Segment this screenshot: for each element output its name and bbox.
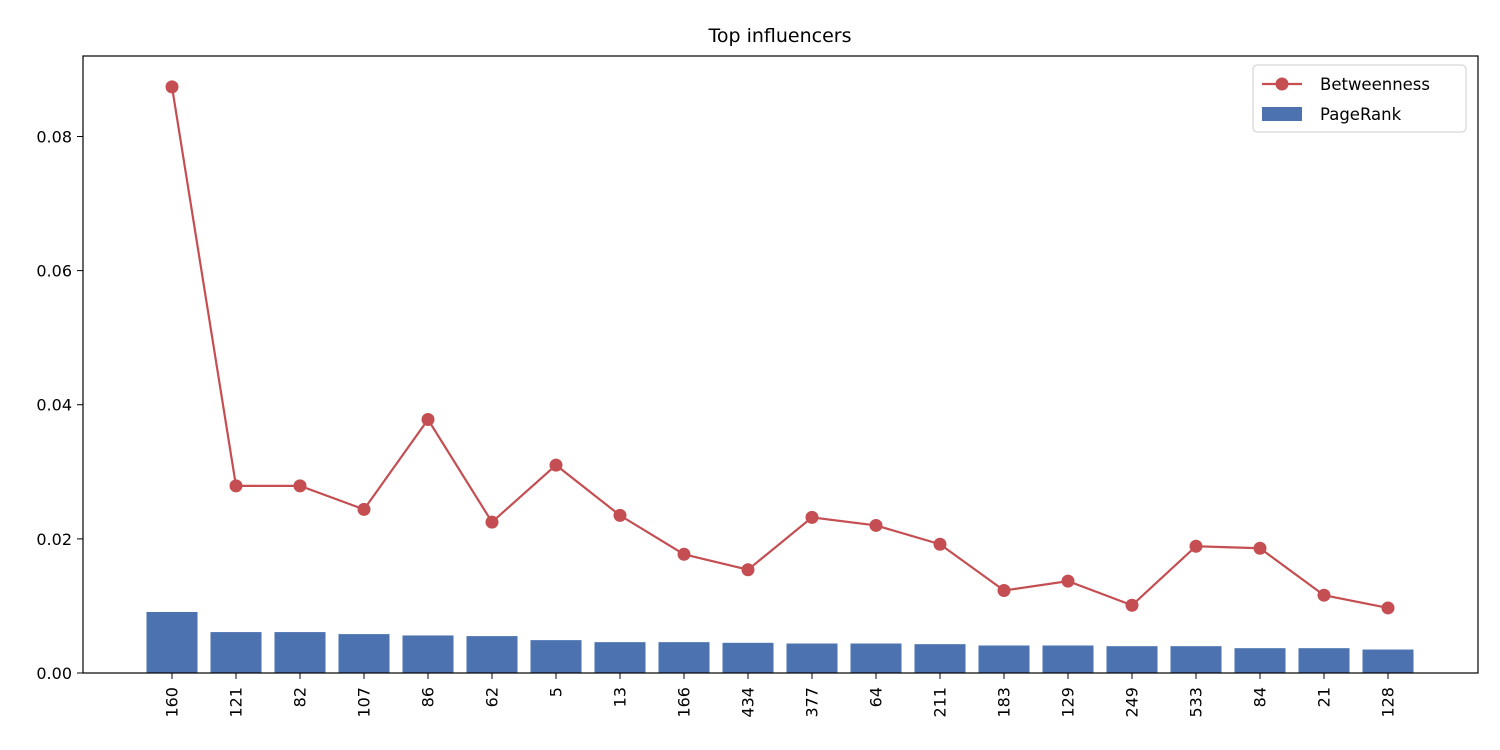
y-tick-label: 0.04: [36, 396, 72, 415]
pagerank-bar-533: [1170, 646, 1222, 673]
x-tick-label: 129: [1059, 687, 1078, 718]
y-tick-label: 0.06: [36, 262, 72, 281]
pagerank-bar-64: [850, 643, 902, 673]
pagerank-bar-377: [786, 643, 838, 673]
legend-bar-swatch: [1262, 107, 1302, 121]
betweenness-point-82: [293, 479, 307, 493]
y-axis: 0.00 0.02 0.04 0.06 0.08: [36, 127, 83, 683]
betweenness-point-21: [1317, 588, 1331, 602]
pagerank-bar-82: [274, 632, 326, 673]
pagerank-bar-183: [978, 645, 1030, 673]
betweenness-point-211: [933, 537, 947, 551]
x-tick-label: 84: [1251, 687, 1270, 707]
pagerank-bars: [146, 611, 1414, 673]
x-tick-label: 183: [995, 687, 1014, 718]
betweenness-point-160: [165, 80, 179, 94]
betweenness-point-86: [421, 412, 435, 426]
x-tick-label: 82: [291, 687, 310, 707]
x-tick-label: 21: [1315, 687, 1334, 707]
pagerank-bar-107: [338, 634, 390, 673]
legend-label-pagerank: PageRank: [1320, 105, 1402, 124]
x-tick-label: 211: [931, 687, 950, 718]
x-tick-label: 533: [1187, 687, 1206, 718]
y-tick-label: 0.08: [36, 127, 72, 146]
x-tick-label: 86: [419, 687, 438, 707]
y-tick-label: 0.00: [36, 664, 72, 683]
betweenness-point-5: [549, 458, 563, 472]
betweenness-point-64: [869, 518, 883, 532]
y-tick-label: 0.02: [36, 530, 72, 549]
betweenness-point-62: [485, 515, 499, 529]
x-tick-label: 121: [227, 687, 246, 718]
betweenness-point-121: [229, 479, 243, 493]
x-tick-label: 160: [163, 687, 182, 718]
x-tick-label: 377: [803, 687, 822, 718]
x-tick-label: 62: [483, 687, 502, 707]
betweenness-point-128: [1381, 601, 1395, 615]
legend: Betweenness PageRank: [1252, 64, 1467, 133]
x-tick-label: 13: [611, 687, 630, 707]
pagerank-bar-129: [1042, 645, 1094, 673]
betweenness-point-533: [1189, 539, 1203, 553]
betweenness-point-183: [997, 584, 1011, 598]
betweenness-point-129: [1061, 574, 1075, 588]
betweenness-point-84: [1253, 541, 1267, 555]
pagerank-bar-121: [210, 632, 262, 673]
betweenness-point-13: [613, 508, 627, 522]
pagerank-bar-21: [1298, 648, 1350, 673]
betweenness-point-107: [357, 502, 371, 516]
pagerank-bar-13: [594, 642, 646, 673]
pagerank-bar-84: [1234, 648, 1286, 673]
betweenness-point-249: [1125, 598, 1139, 612]
x-tick-label: 5: [547, 687, 566, 697]
pagerank-bar-86: [402, 635, 454, 673]
pagerank-bar-5: [530, 640, 582, 673]
pagerank-bar-128: [1362, 649, 1414, 673]
pagerank-bar-62: [466, 636, 518, 673]
chart-title: Top influencers: [707, 25, 851, 47]
pagerank-bar-166: [658, 642, 710, 673]
betweenness-point-166: [677, 547, 691, 561]
betweenness-point-434: [741, 563, 755, 577]
x-tick-label: 64: [867, 687, 886, 707]
x-tick-label: 128: [1379, 687, 1398, 718]
betweenness-point-377: [805, 510, 819, 524]
betweenness-line: [170, 86, 1389, 610]
betweenness-series: [165, 80, 1395, 615]
pagerank-bar-434: [722, 642, 774, 673]
pagerank-bar-249: [1106, 646, 1158, 673]
legend-box: [1252, 64, 1467, 133]
legend-marker-swatch: [1275, 77, 1289, 91]
x-tick-label: 249: [1123, 687, 1142, 718]
x-tick-label: 107: [355, 687, 374, 718]
x-axis: 160 121 82 107 86 62 5 13 166 434 377 64 211 183 129 24…: [163, 673, 1398, 718]
legend-label-betweenness: Betweenness: [1320, 75, 1430, 94]
plot-frame: [82, 55, 1479, 674]
pagerank-bar-211: [914, 644, 966, 673]
x-tick-label: 166: [675, 687, 694, 718]
pagerank-bar-160: [146, 611, 198, 673]
x-tick-label: 434: [739, 687, 758, 718]
